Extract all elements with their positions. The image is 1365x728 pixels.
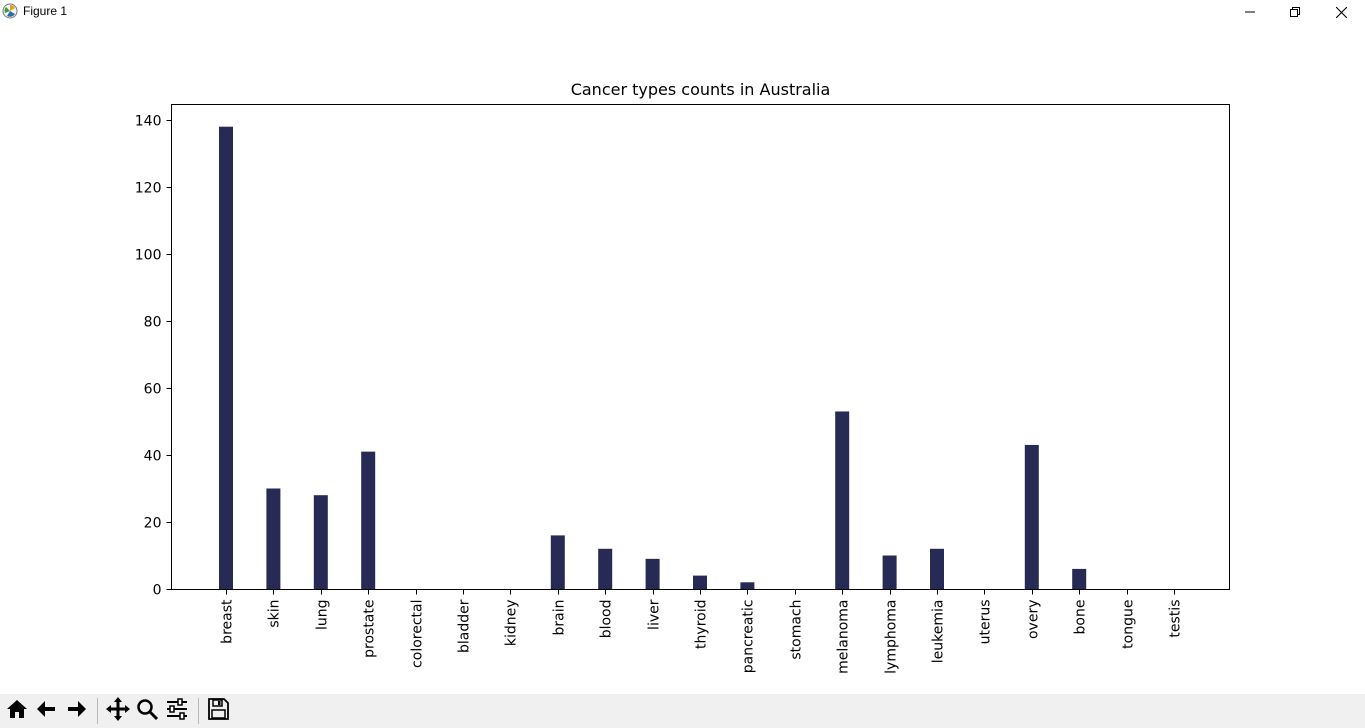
x-tick-label-uterus: uterus (978, 600, 994, 645)
bar-overy (1024, 444, 1039, 589)
bar-thyroid (693, 575, 707, 589)
x-tick-label-kidney: kidney (504, 600, 520, 647)
configure-subplots-button[interactable] (163, 696, 191, 726)
toolbar-separator (198, 698, 199, 724)
floppy-disk-icon (206, 697, 230, 725)
y-tick-label: 100 (135, 248, 162, 264)
restore-icon (1290, 7, 1300, 17)
arrow-right-icon (64, 697, 88, 725)
arrow-left-icon (35, 697, 59, 725)
save-button[interactable] (204, 696, 232, 726)
y-tick-label: 120 (135, 181, 162, 197)
x-tick-label-bone: bone (1073, 600, 1089, 635)
close-icon (1335, 6, 1347, 18)
y-tick-label: 40 (144, 449, 162, 465)
minimize-icon (1245, 7, 1255, 17)
x-tick-label-colorectal: colorectal (410, 600, 426, 668)
bar-bone (1072, 568, 1087, 589)
axes-frame (171, 104, 1230, 590)
y-tick-label: 80 (144, 315, 162, 331)
x-tick-label-leukemia: leukemia (931, 600, 947, 664)
pan-button[interactable] (104, 696, 132, 726)
bar-brain (550, 535, 565, 589)
x-tick-label-bladder: bladder (457, 599, 473, 653)
bar-breast (219, 126, 233, 589)
home-icon (5, 697, 29, 725)
move-icon (105, 696, 131, 726)
x-tick-label-lymphoma: lymphoma (884, 600, 900, 674)
forward-button[interactable] (62, 696, 90, 726)
y-tick-label: 60 (144, 382, 162, 398)
bar-melanoma (835, 411, 850, 589)
chart-title: Cancer types counts in Australia (571, 80, 831, 99)
magnifier-icon (135, 697, 159, 725)
bar-prostate (361, 451, 376, 589)
bar-liver (645, 558, 660, 589)
window-titlebar: Figure 1 (0, 0, 1365, 24)
toolbar-separator (97, 698, 98, 724)
x-tick-label-tongue: tongue (1121, 600, 1137, 649)
minimize-button[interactable] (1227, 0, 1273, 24)
bar-chart: Cancer types counts in Australia 0 20 40 60 8… (135, 80, 1230, 674)
bar-pancreatic (740, 582, 755, 589)
x-tick-label-breast: breast (220, 599, 236, 644)
x-tick-label-prostate: prostate (362, 600, 378, 658)
x-tick-label-overy: overy (1026, 600, 1042, 640)
y-tick-label: 140 (135, 114, 162, 130)
x-tick-label-testis: testis (1168, 600, 1184, 638)
bar-blood (598, 548, 613, 589)
matplotlib-icon (2, 3, 18, 19)
navigation-toolbar (0, 694, 1365, 728)
x-tick-label-liver: liver (647, 599, 663, 630)
x-tick-label-thyroid: thyroid (694, 600, 710, 649)
back-button[interactable] (33, 696, 61, 726)
bar-lung (313, 495, 328, 589)
x-tick-label-pancreatic: pancreatic (741, 600, 757, 674)
close-button[interactable] (1318, 0, 1364, 24)
sliders-icon (165, 697, 189, 725)
y-tick-label: 0 (153, 583, 162, 599)
y-tick-label: 20 (144, 516, 162, 532)
x-tick-label-stomach: stomach (789, 600, 805, 660)
x-tick-label-melanoma: melanoma (836, 600, 852, 674)
home-button[interactable] (3, 696, 31, 726)
bar-leukemia (930, 548, 944, 589)
x-tick-label-brain: brain (552, 600, 568, 636)
x-tick-label-skin: skin (267, 600, 283, 628)
zoom-button[interactable] (133, 696, 161, 726)
bar-skin (266, 488, 281, 589)
bar-lymphoma (882, 555, 897, 589)
figure-canvas[interactable]: Cancer types counts in Australia 0 20 40 60 8… (0, 24, 1365, 694)
x-tick-label-blood: blood (599, 600, 615, 639)
window-title: Figure 1 (23, 4, 68, 18)
x-tick-label-lung: lung (315, 600, 331, 631)
restore-button[interactable] (1272, 0, 1318, 24)
